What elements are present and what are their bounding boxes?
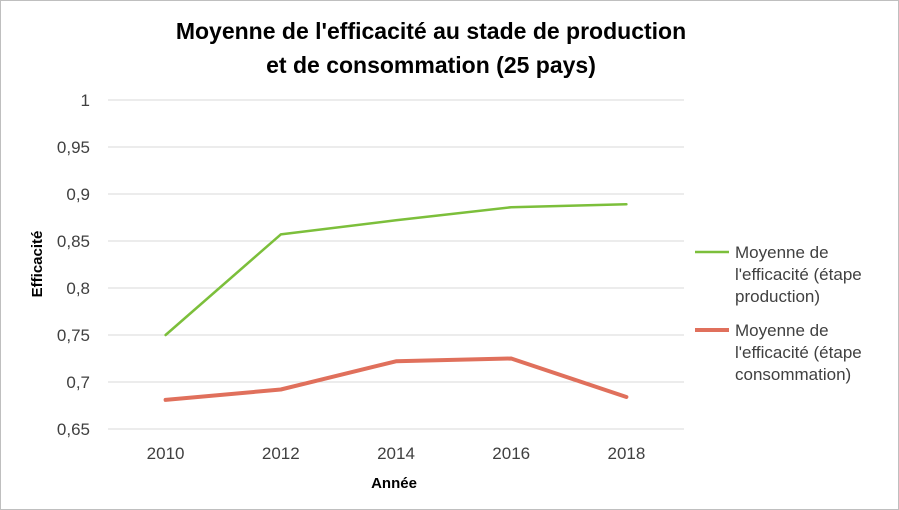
legend: Moyenne de l'efficacité (étape production)… — [695, 243, 862, 384]
y-tick-label: 0,9 — [66, 185, 90, 204]
x-axis-ticks: 2010 2012 2014 2016 2018 — [147, 444, 646, 463]
chart-title-line-1: Moyenne de l'efficacité au stade de prod… — [176, 18, 686, 44]
chart-title-line-2: et de consommation (25 pays) — [266, 52, 596, 78]
x-tick-label: 2014 — [377, 444, 415, 463]
x-tick-label: 2010 — [147, 444, 185, 463]
y-tick-label: 1 — [81, 91, 90, 110]
x-axis-title: Année — [371, 475, 417, 492]
x-tick-label: 2016 — [492, 444, 530, 463]
legend-label-1: production) — [735, 287, 820, 306]
legend-label-2: consommation) — [735, 365, 851, 384]
series-line-2 — [163, 356, 629, 402]
y-axis-title: Efficacité — [29, 231, 46, 298]
series-line-1 — [164, 203, 628, 337]
x-tick-label: 2012 — [262, 444, 300, 463]
legend-label-2: l'efficacité (étape — [735, 343, 862, 362]
y-tick-label: 0,65 — [57, 420, 90, 439]
legend-label-1: Moyenne de — [735, 243, 829, 262]
gridlines — [108, 99, 684, 430]
y-tick-label: 0,85 — [57, 232, 90, 251]
series-lines — [163, 203, 629, 402]
legend-label-1: l'efficacité (étape — [735, 265, 862, 284]
y-tick-label: 0,75 — [57, 326, 90, 345]
y-axis-ticks: 1 0,95 0,9 0,85 0,8 0,75 0,7 0,65 — [57, 91, 90, 439]
y-tick-label: 0,8 — [66, 279, 90, 298]
legend-label-2: Moyenne de — [735, 321, 829, 340]
y-tick-label: 0,95 — [57, 138, 90, 157]
y-tick-label: 0,7 — [66, 373, 90, 392]
x-tick-label: 2018 — [607, 444, 645, 463]
